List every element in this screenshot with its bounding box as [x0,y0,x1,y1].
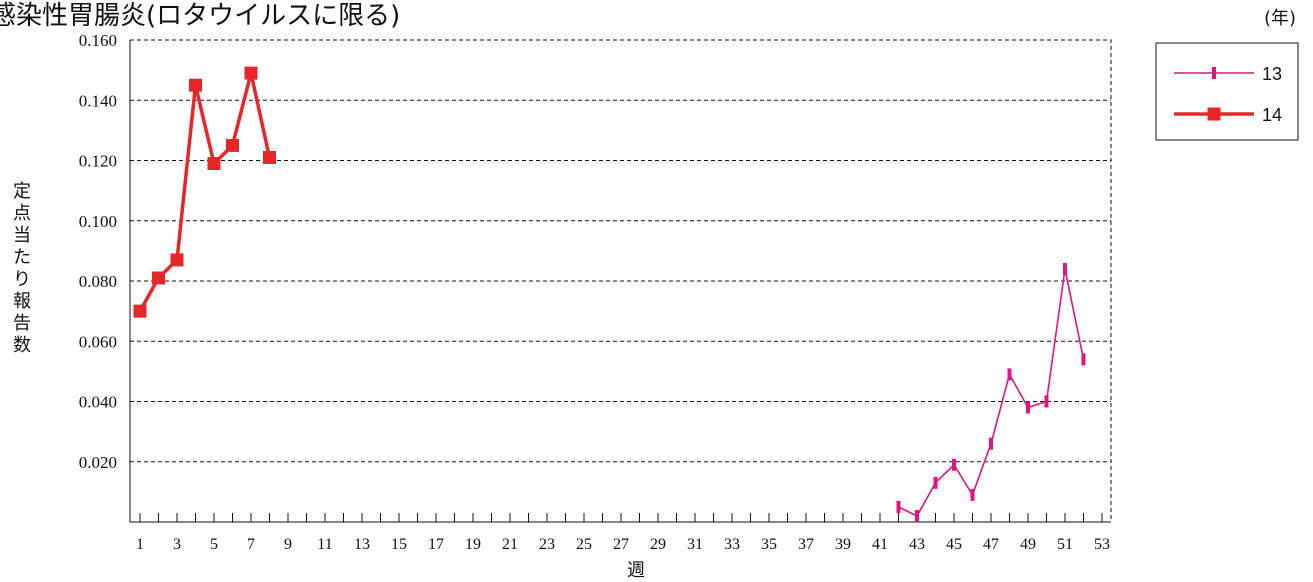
y-axis-label-char: 当 [13,225,31,246]
legend-box [1155,42,1299,141]
y-axis-label-char: た [13,247,31,268]
y-axis-label-char: 告 [13,313,31,334]
series-13-point [933,476,938,489]
legend-unit-label: (年) [1264,8,1296,29]
x-tick-label: 27 [613,536,629,553]
series-13-point [989,437,993,450]
legend-label-13: 13 [1262,64,1282,84]
x-tick-label: 39 [835,536,851,553]
y-axis-label-char: り [13,269,31,290]
y-axis-label-char: 報 [13,291,31,312]
x-tick-label: 15 [391,536,407,553]
x-tick-label: 3 [173,536,181,553]
series-group [133,66,1086,522]
x-tick-label: 7 [247,536,255,553]
x-tick-label: 13 [354,536,370,553]
x-tick-marks [139,513,1103,522]
series-13-point [896,500,901,513]
series-14-point [170,253,184,267]
y-tick-label: 0.080 [79,272,117,291]
series-13-point [915,509,919,522]
series-14-point [226,138,239,152]
x-tick-label: 21 [502,536,518,553]
x-tick-label: 11 [317,536,332,553]
series-13-point [970,488,975,501]
x-tick-label: 35 [761,536,777,553]
x-tick-label: 31 [687,536,703,553]
series-14-point [189,78,202,92]
y-tick-label: 0.140 [79,91,117,110]
series-14-point [133,304,147,318]
x-tick-label: 41 [872,536,888,553]
series-13-point [952,458,956,471]
x-tick-label: 45 [946,536,962,553]
y-tick-label: 0.020 [79,453,117,472]
x-tick-label: 23 [539,536,555,553]
x-tick-label: 9 [284,536,292,553]
x-tick-label: 53 [1094,536,1110,553]
gridlines [130,99,1111,463]
x-tick-label: 1 [136,536,144,553]
x-tick-label: 49 [1020,536,1036,553]
x-tick-label: 51 [1057,536,1073,553]
x-tick-label: 29 [650,536,666,553]
x-tick-labels: 1 3 5 7 9 11 13 15 17 19 21 23 25 27 29 31 33 35 37 39 41 43 4… [136,536,1110,553]
series-14-point [152,271,165,285]
y-tick-label: 0.040 [79,393,117,412]
y-axis-label-char: 定 [13,181,31,202]
x-tick-label: 17 [428,536,444,553]
y-axis-label-char: 点 [13,203,31,224]
x-tick-label: 5 [210,536,218,553]
y-tick-label: 0.060 [79,332,117,351]
legend-marker-14 [1207,107,1221,121]
y-tick-label: 0.160 [79,31,117,50]
y-axis-label-char: 数 [13,335,31,356]
series-14-point [207,157,221,171]
x-tick-label: 37 [798,536,814,553]
y-tick-labels: 0.020 0.040 0.060 0.080 0.100 0.120 0.140 0.160 [79,31,117,472]
x-tick-label: 25 [576,536,592,553]
y-tick-label: 0.100 [79,212,117,231]
x-tick-label: 47 [983,536,999,553]
y-tick-label: 0.120 [79,152,117,171]
x-tick-label: 19 [465,536,481,553]
legend-marker-13 [1212,67,1216,79]
series-13-point [1081,353,1086,366]
legend: 13 14 [1174,64,1282,125]
series-13-point [1044,395,1049,408]
x-tick-label: 43 [909,536,925,553]
x-axis-label: 週 [627,560,645,581]
legend-label-14: 14 [1262,105,1282,125]
chart-title: 感染性胃腸炎(ロタウイルスに限る) [0,1,400,31]
x-tick-label: 33 [724,536,740,553]
series-13-point [1063,262,1067,275]
series-14-point [244,66,258,80]
series-13-line [898,268,1085,517]
series-14-point [263,150,276,164]
series-13-point [1007,368,1012,381]
series-13-point [1026,401,1030,414]
